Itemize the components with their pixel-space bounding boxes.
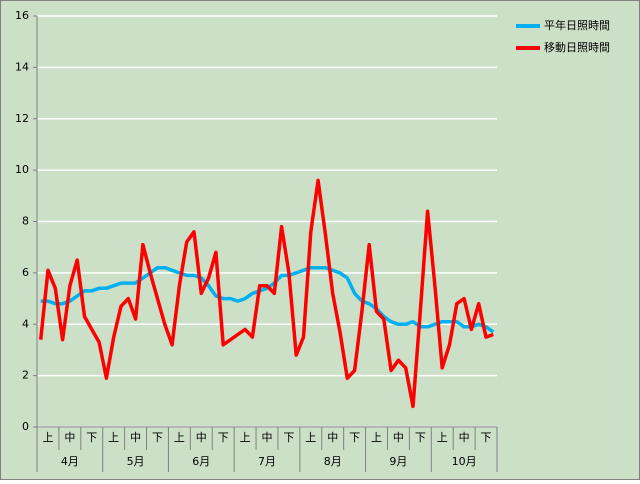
y-tick-label: 16	[15, 9, 29, 22]
x-tick-label: 中	[196, 431, 207, 444]
month-label: 4月	[61, 455, 79, 468]
y-tick-label: 6	[22, 266, 29, 279]
month-label: 6月	[192, 455, 210, 468]
x-tick-label: 上	[305, 431, 316, 444]
x-tick-label: 中	[262, 431, 273, 444]
month-label: 5月	[127, 455, 145, 468]
x-tick-label: 上	[240, 431, 251, 444]
x-tick-label: 上	[108, 431, 119, 444]
x-tick-label: 上	[42, 431, 53, 444]
y-tick-label: 2	[22, 369, 29, 382]
y-tick-label: 0	[22, 420, 29, 433]
x-tick-label: 中	[327, 431, 338, 444]
month-label: 9月	[389, 455, 407, 468]
x-tick-label: 中	[130, 431, 141, 444]
month-label: 10月	[452, 455, 477, 468]
legend-label: 平年日照時間	[544, 18, 610, 32]
x-tick-label: 中	[393, 431, 404, 444]
month-label: 7月	[258, 455, 276, 468]
x-tick-label: 中	[64, 431, 75, 444]
x-tick-label: 下	[283, 431, 294, 444]
x-tick-label: 下	[152, 431, 163, 444]
month-label: 8月	[324, 455, 342, 468]
x-tick-label: 下	[415, 431, 426, 444]
x-tick-label: 上	[371, 431, 382, 444]
x-tick-label: 下	[218, 431, 229, 444]
x-tick-label: 中	[459, 431, 470, 444]
x-tick-label: 下	[86, 431, 97, 444]
legend-label: 移動日照時間	[544, 40, 610, 54]
x-tick-label: 上	[174, 431, 185, 444]
x-tick-label: 上	[437, 431, 448, 444]
x-tick-label: 下	[481, 431, 492, 444]
y-tick-label: 4	[22, 317, 29, 330]
y-tick-label: 8	[22, 215, 29, 228]
y-tick-label: 14	[15, 60, 29, 73]
series-line	[38, 178, 494, 409]
x-tick-label: 下	[349, 431, 360, 444]
y-tick-label: 10	[15, 163, 29, 176]
y-tick-label: 12	[15, 112, 29, 125]
